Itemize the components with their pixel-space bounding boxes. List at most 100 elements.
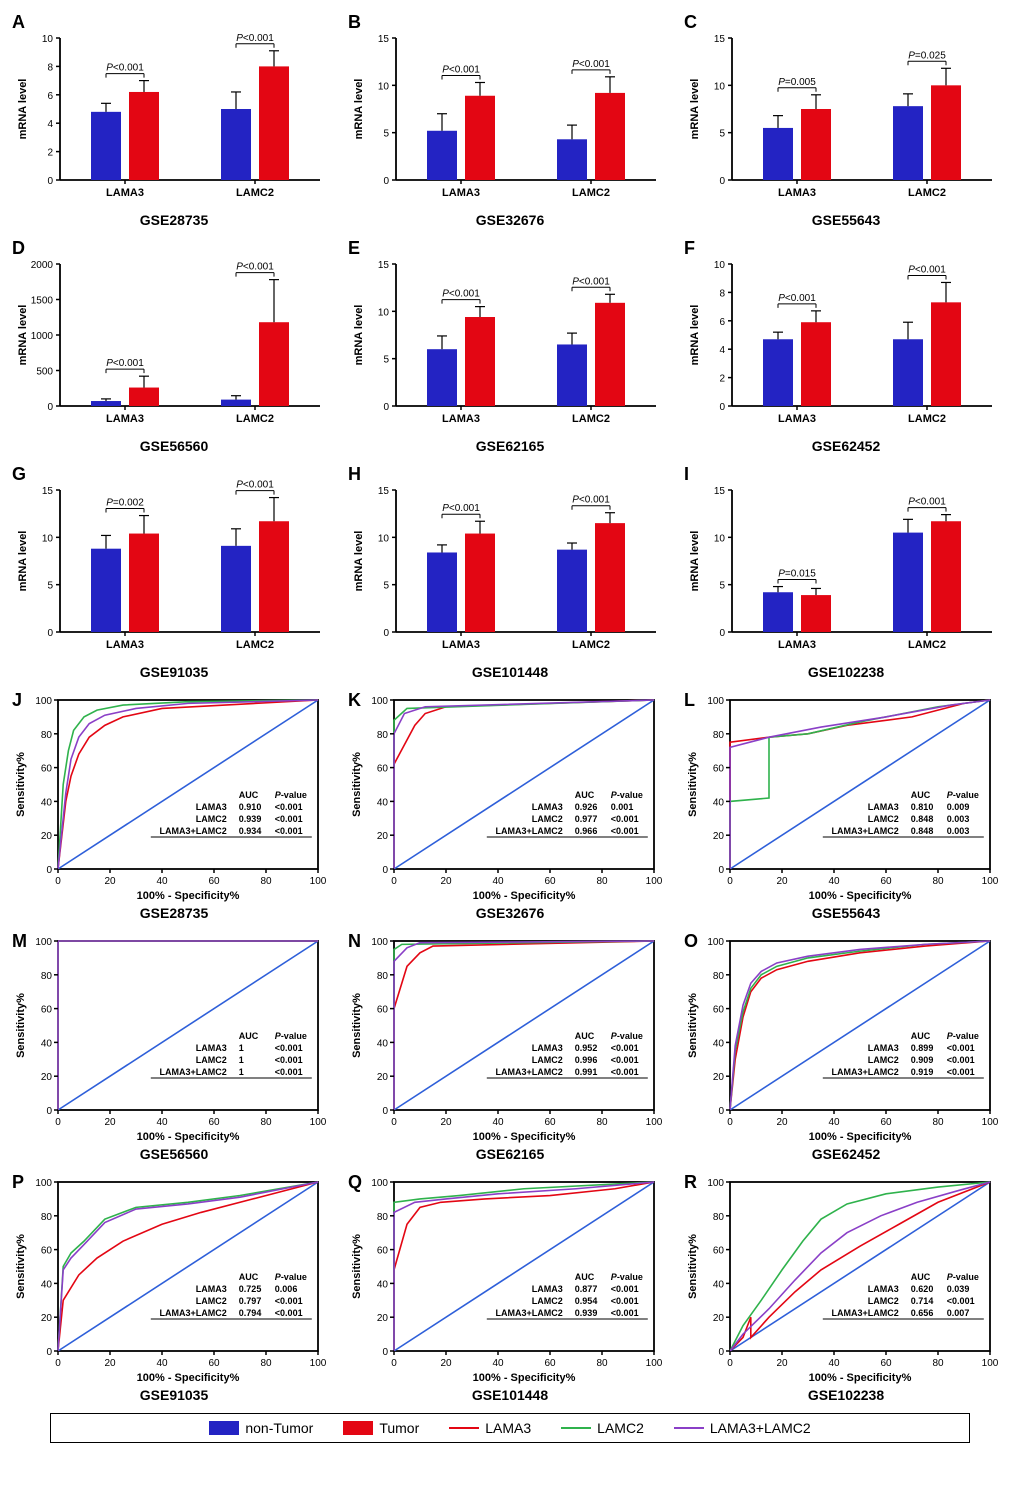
bar-panel-H: H 0 5 10 15 P<0.001LAMA3 (346, 462, 674, 680)
svg-text:40: 40 (156, 876, 168, 887)
svg-text:100: 100 (35, 1178, 52, 1189)
legend-lama3: LAMA3 (449, 1420, 531, 1436)
svg-text:<0.001: <0.001 (611, 1067, 639, 1077)
svg-text:LAMC2: LAMC2 (908, 413, 946, 425)
svg-text:80: 80 (596, 1358, 608, 1369)
svg-text:20: 20 (104, 876, 116, 887)
svg-text:LAMA3+LAMC2: LAMA3+LAMC2 (832, 826, 899, 836)
svg-text:P<0.001: P<0.001 (236, 262, 274, 273)
svg-text:P-value: P-value (947, 790, 979, 800)
svg-text:0: 0 (718, 1106, 724, 1117)
svg-text:<0.001: <0.001 (611, 1296, 639, 1306)
svg-text:mRNA level: mRNA level (17, 305, 29, 366)
swatch-nontumor (209, 1421, 239, 1435)
svg-text:0.714: 0.714 (911, 1296, 934, 1306)
svg-text:<0.001: <0.001 (947, 1055, 975, 1065)
svg-text:0.909: 0.909 (911, 1055, 934, 1065)
svg-text:40: 40 (828, 876, 840, 887)
svg-text:LAMA3: LAMA3 (196, 1284, 227, 1294)
svg-text:LAMA3: LAMA3 (778, 639, 816, 651)
figure-legend: non-Tumor Tumor LAMA3 LAMC2 LAMA3+LAMC2 (50, 1413, 970, 1443)
svg-text:LAMC2: LAMC2 (236, 413, 274, 425)
svg-text:0: 0 (383, 176, 389, 187)
panel-title: GSE91035 (10, 1387, 338, 1403)
bar-chart-svg: 0 5 10 15 P=0.002LAMA3 (10, 462, 330, 662)
svg-text:LAMA3: LAMA3 (868, 1284, 899, 1294)
bar-panel-C: C 0 5 10 15 P=0.005LAMA3 (682, 10, 1010, 228)
panel-title: GSE32676 (346, 905, 674, 921)
svg-text:LAMC2: LAMC2 (236, 639, 274, 651)
panel-letter: K (348, 690, 361, 711)
svg-text:40: 40 (492, 1358, 504, 1369)
svg-text:LAMA3+LAMC2: LAMA3+LAMC2 (832, 1067, 899, 1077)
svg-text:0: 0 (46, 1347, 52, 1358)
legend-label: LAMA3 (485, 1420, 531, 1436)
svg-text:100: 100 (982, 1117, 999, 1128)
svg-text:60: 60 (880, 1117, 892, 1128)
svg-text:10: 10 (378, 81, 390, 92)
svg-text:LAMA3: LAMA3 (442, 187, 480, 199)
svg-text:15: 15 (42, 486, 54, 497)
svg-text:100: 100 (707, 696, 724, 707)
svg-text:40: 40 (41, 797, 53, 808)
line-swatch-combo (674, 1427, 704, 1429)
svg-text:LAMA3: LAMA3 (106, 413, 144, 425)
svg-text:LAMA3: LAMA3 (778, 187, 816, 199)
svg-text:20: 20 (104, 1358, 116, 1369)
svg-text:0: 0 (718, 865, 724, 876)
svg-text:<0.001: <0.001 (275, 1296, 303, 1306)
roc-panel-K: K 0 0 20 20 40 40 60 (346, 688, 674, 921)
roc-chart-svg: 0 0 20 20 40 40 60 60 80 80 (10, 1170, 330, 1385)
svg-text:15: 15 (378, 34, 390, 45)
svg-text:LAMC2: LAMC2 (532, 1296, 563, 1306)
svg-text:60: 60 (377, 1005, 389, 1016)
svg-text:60: 60 (544, 1117, 556, 1128)
bar-chart-svg: 0 2 4 6 8 10 P<0.001LAMA3 (10, 10, 330, 210)
svg-text:0: 0 (46, 1106, 52, 1117)
svg-text:P<0.001: P<0.001 (572, 495, 610, 506)
svg-text:LAMC2: LAMC2 (572, 187, 610, 199)
svg-text:100: 100 (310, 876, 327, 887)
legend-combo: LAMA3+LAMC2 (674, 1420, 811, 1436)
svg-text:20: 20 (713, 831, 725, 842)
legend-tumor: Tumor (343, 1420, 419, 1436)
svg-text:500: 500 (36, 367, 53, 378)
svg-text:0.977: 0.977 (575, 814, 598, 824)
panel-title: GSE55643 (682, 212, 1010, 228)
svg-text:Sensitivity%: Sensitivity% (687, 993, 699, 1058)
svg-text:0.620: 0.620 (911, 1284, 934, 1294)
panel-letter: O (684, 931, 698, 952)
svg-text:0.996: 0.996 (575, 1055, 598, 1065)
svg-text:P<0.001: P<0.001 (778, 293, 816, 304)
svg-text:60: 60 (880, 1358, 892, 1369)
svg-text:20: 20 (440, 1358, 452, 1369)
svg-text:20: 20 (41, 1072, 53, 1083)
svg-text:0.003: 0.003 (947, 826, 970, 836)
svg-text:0: 0 (55, 876, 61, 887)
svg-text:100: 100 (35, 937, 52, 948)
svg-text:80: 80 (260, 1117, 272, 1128)
line-swatch-lama3 (449, 1427, 479, 1429)
svg-text:0.794: 0.794 (239, 1308, 262, 1318)
svg-text:P-value: P-value (275, 790, 307, 800)
svg-text:LAMA3+LAMC2: LAMA3+LAMC2 (496, 1308, 563, 1318)
svg-text:P<0.001: P<0.001 (236, 33, 274, 44)
svg-text:15: 15 (714, 486, 726, 497)
svg-text:LAMA3+LAMC2: LAMA3+LAMC2 (496, 1067, 563, 1077)
svg-text:80: 80 (596, 1117, 608, 1128)
panel-letter: I (684, 464, 689, 485)
svg-text:Sensitivity%: Sensitivity% (351, 752, 363, 817)
svg-text:40: 40 (713, 797, 725, 808)
svg-text:LAMA3: LAMA3 (532, 1043, 563, 1053)
svg-text:6: 6 (719, 317, 725, 328)
svg-text:60: 60 (544, 876, 556, 887)
svg-text:0.009: 0.009 (947, 802, 970, 812)
svg-text:0.919: 0.919 (911, 1067, 934, 1077)
svg-text:100: 100 (646, 1358, 663, 1369)
svg-text:P<0.001: P<0.001 (908, 264, 946, 275)
svg-text:60: 60 (41, 1246, 53, 1257)
svg-text:20: 20 (713, 1072, 725, 1083)
svg-text:LAMC2: LAMC2 (572, 413, 610, 425)
svg-text:20: 20 (440, 1117, 452, 1128)
svg-text:40: 40 (492, 1117, 504, 1128)
